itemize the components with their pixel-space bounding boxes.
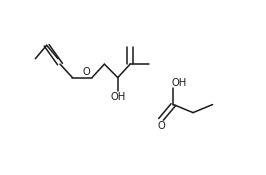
- Text: O: O: [157, 121, 165, 131]
- Text: OH: OH: [172, 78, 187, 88]
- Text: O: O: [83, 67, 91, 77]
- Text: OH: OH: [110, 92, 125, 102]
